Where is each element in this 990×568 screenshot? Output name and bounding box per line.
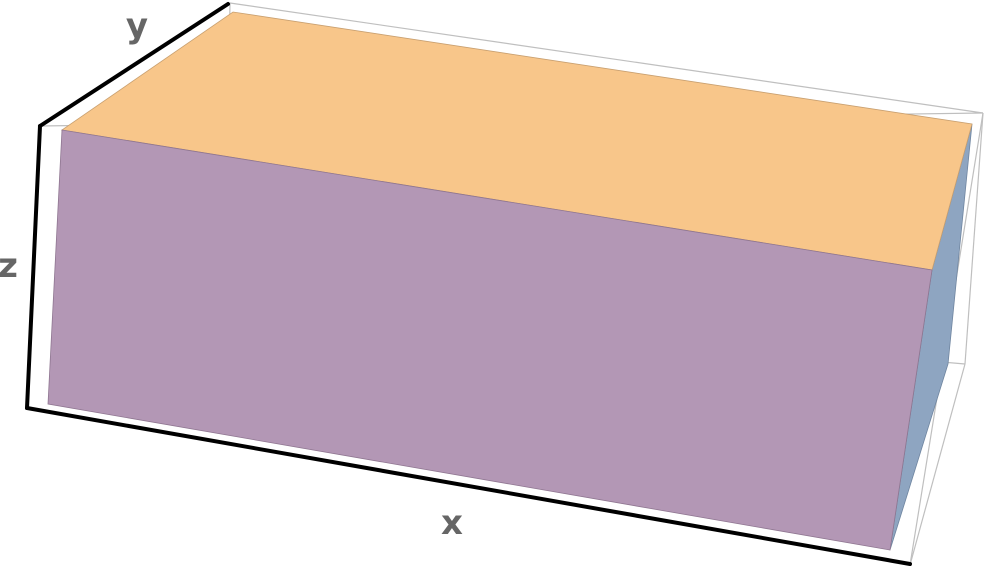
bbox-back-right-edge [964,112,984,365]
z-axis-label: z [0,246,18,286]
x-axis-label: x [441,503,463,543]
bbox-right-bottom-edge [909,363,966,566]
box-front-face [47,129,933,551]
x-axis-line [25,406,912,566]
y-axis-line [38,2,230,128]
y-axis-label: y [126,6,148,46]
axis-frame [25,2,912,566]
z-axis-line [25,124,42,410]
bbox-back-top-edge [229,2,984,114]
